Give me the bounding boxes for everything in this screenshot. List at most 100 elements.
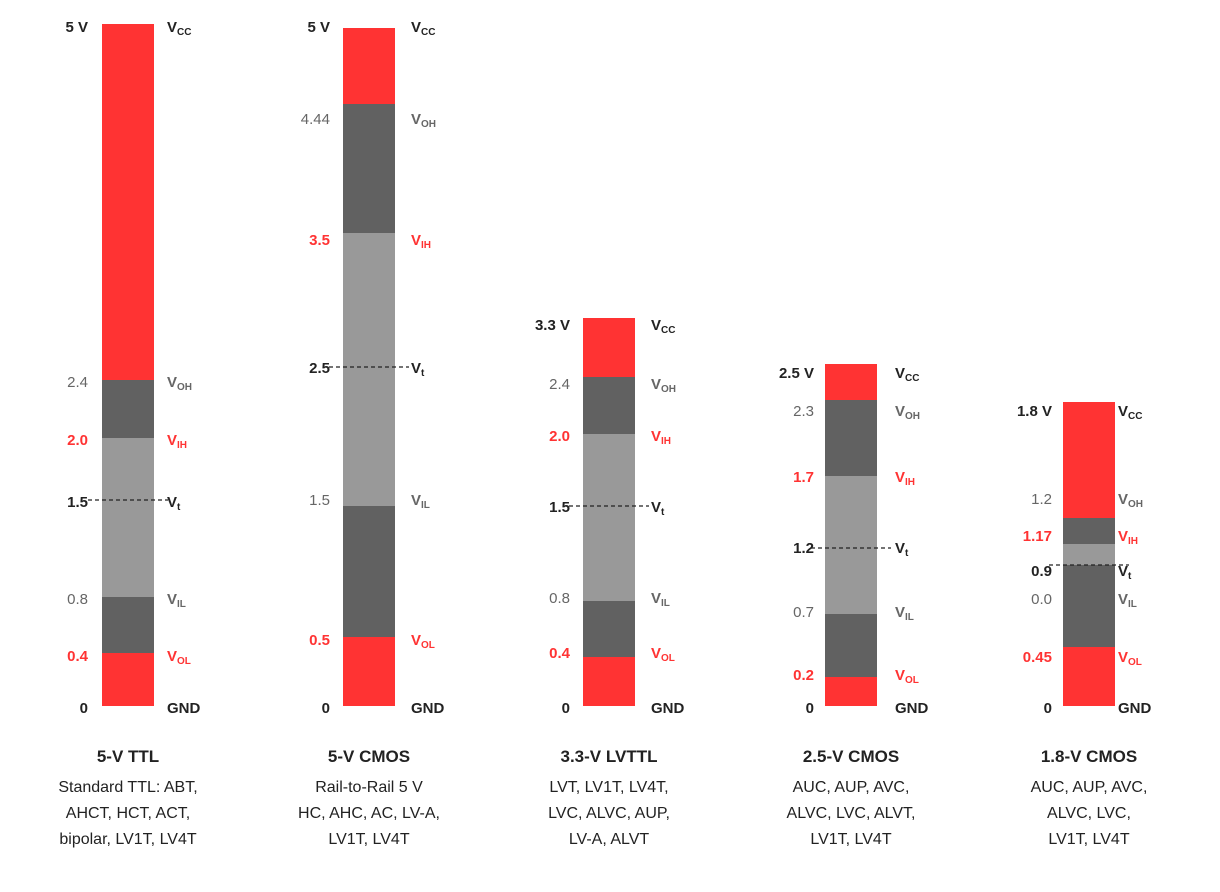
level-value: 0 <box>1044 700 1052 717</box>
level-symbol: VIL <box>167 591 186 610</box>
column-description-line: ALVC, LVC, ALVT, <box>787 805 916 822</box>
level-symbol: VCC <box>167 19 191 38</box>
level-value: 0.2 <box>793 667 814 684</box>
bar-segment <box>1063 647 1115 706</box>
level-value: 0.5 <box>309 632 330 649</box>
level-value: 0.4 <box>549 645 571 662</box>
level-symbol: VOL <box>411 632 435 651</box>
column-cmos5: 5 V VCC 4.44 VOH 3.5 VIH 2.5 Vt 1.5 VIL 0.5 VOL 0 GND… <box>298 19 444 848</box>
level-value: 0.8 <box>549 590 570 607</box>
level-value: 0.45 <box>1023 649 1052 666</box>
column-description-line: HC, AHC, AC, LV-A, <box>298 805 440 822</box>
level-symbol: VCC <box>1118 403 1142 422</box>
column-title: 1.8-V CMOS <box>1041 747 1137 766</box>
level-symbol: Vt <box>1118 563 1132 582</box>
bar-segment <box>102 438 154 597</box>
level-value: 2.3 <box>793 403 814 420</box>
level-value: 0.7 <box>793 604 814 621</box>
level-symbol: VIH <box>1118 528 1138 547</box>
column-description-line: LVT, LV1T, LV4T, <box>549 779 668 796</box>
column-description-line: bipolar, LV1T, LV4T <box>59 831 196 848</box>
level-value: 0 <box>562 700 570 717</box>
level-value: 0 <box>322 700 330 717</box>
bar-segment <box>1063 544 1115 565</box>
level-symbol: GND <box>411 700 445 717</box>
bar-segment <box>343 506 395 637</box>
level-value: 2.5 <box>309 360 330 377</box>
bar-segment <box>343 637 395 706</box>
level-symbol: GND <box>167 700 201 717</box>
column-description-line: AUC, AUP, AVC, <box>793 779 910 796</box>
column-description-line: LV1T, LV4T <box>810 831 891 848</box>
level-value: 2.4 <box>67 374 88 391</box>
level-value: 1.8 V <box>1017 403 1052 420</box>
level-value: 0.9 <box>1031 563 1052 580</box>
level-value: 1.2 <box>793 540 814 557</box>
level-symbol: VIL <box>895 604 914 623</box>
bar-segment <box>102 24 154 380</box>
level-value: 3.3 V <box>535 317 570 334</box>
level-symbol: VIH <box>411 232 431 251</box>
column-cmos18: 1.8 V VCC 1.2 VOH 1.17 VIH 0.9 Vt 0.0 VIL 0.45 VOL 0… <box>1017 402 1152 848</box>
level-value: 2.5 V <box>779 365 814 382</box>
level-symbol: GND <box>651 700 685 717</box>
column-description-line: ALVC, LVC, <box>1047 805 1131 822</box>
column-description-line: LV-A, ALVT <box>569 831 650 848</box>
bar-segment <box>343 233 395 506</box>
level-value: 1.2 <box>1031 491 1052 508</box>
column-cmos25: 2.5 V VCC 2.3 VOH 1.7 VIH 1.2 Vt 0.7 VIL 0.2 VOL 0 GN… <box>779 364 929 848</box>
level-value: 5 V <box>307 19 330 36</box>
column-ttl5: 5 V VCC 2.4 VOH 2.0 VIH 1.5 Vt 0.8 VIL 0.4 VOL 0 GND 5… <box>58 19 200 848</box>
bar-segment <box>102 653 154 706</box>
bar-segment <box>583 318 635 377</box>
bar-segment <box>583 434 635 601</box>
column-description-line: Standard TTL: ABT, <box>58 779 197 796</box>
bar-segment <box>1063 565 1115 647</box>
column-description-line: AUC, AUP, AVC, <box>1031 779 1148 796</box>
level-value: 1.5 <box>67 494 88 511</box>
level-value: 2.4 <box>549 376 570 393</box>
level-symbol: VIL <box>411 492 430 511</box>
bar-segment <box>583 657 635 706</box>
bar-segment <box>825 677 877 706</box>
column-title: 5-V TTL <box>97 747 159 766</box>
bar-segment <box>825 400 877 476</box>
level-symbol: VOH <box>895 403 920 422</box>
level-symbol: VOL <box>167 648 191 667</box>
column-description-line: LV1T, LV4T <box>1048 831 1129 848</box>
column-title: 5-V CMOS <box>328 747 410 766</box>
bar-segment <box>1063 518 1115 544</box>
bar-segment <box>583 377 635 434</box>
level-value: 4.44 <box>301 111 330 128</box>
level-symbol: VIH <box>167 432 187 451</box>
level-value: 1.5 <box>309 492 330 509</box>
bar-segment <box>825 614 877 677</box>
level-value: 1.7 <box>793 469 814 486</box>
level-symbol: VOH <box>1118 491 1143 510</box>
level-value: 1.5 <box>549 499 570 516</box>
level-symbol: VOH <box>651 376 676 395</box>
level-symbol: GND <box>895 700 929 717</box>
level-symbol: Vt <box>651 499 665 518</box>
column-description-line: Rail-to-Rail 5 V <box>315 779 423 796</box>
level-symbol: VIL <box>651 590 670 609</box>
level-value: 3.5 <box>309 232 330 249</box>
bar-segment <box>102 380 154 438</box>
level-symbol: VCC <box>895 365 919 384</box>
column-lvttl33: 3.3 V VCC 2.4 VOH 2.0 VIH 1.5 Vt 0.8 VIL 0.4 VOL 0 GN… <box>535 317 685 848</box>
level-value: 0 <box>80 700 88 717</box>
level-symbol: VOL <box>1118 649 1142 668</box>
level-symbol: VIH <box>895 469 915 488</box>
level-symbol: GND <box>1118 700 1152 717</box>
level-symbol: VCC <box>411 19 435 38</box>
level-value: 0.0 <box>1031 591 1052 608</box>
bar-segment <box>825 364 877 400</box>
level-symbol: Vt <box>167 494 181 513</box>
bar-segment <box>583 601 635 657</box>
column-description-line: LV1T, LV4T <box>328 831 409 848</box>
level-value: 0 <box>806 700 814 717</box>
level-symbol: VIH <box>651 428 671 447</box>
level-value: 1.17 <box>1023 528 1052 545</box>
level-value: 2.0 <box>549 428 570 445</box>
